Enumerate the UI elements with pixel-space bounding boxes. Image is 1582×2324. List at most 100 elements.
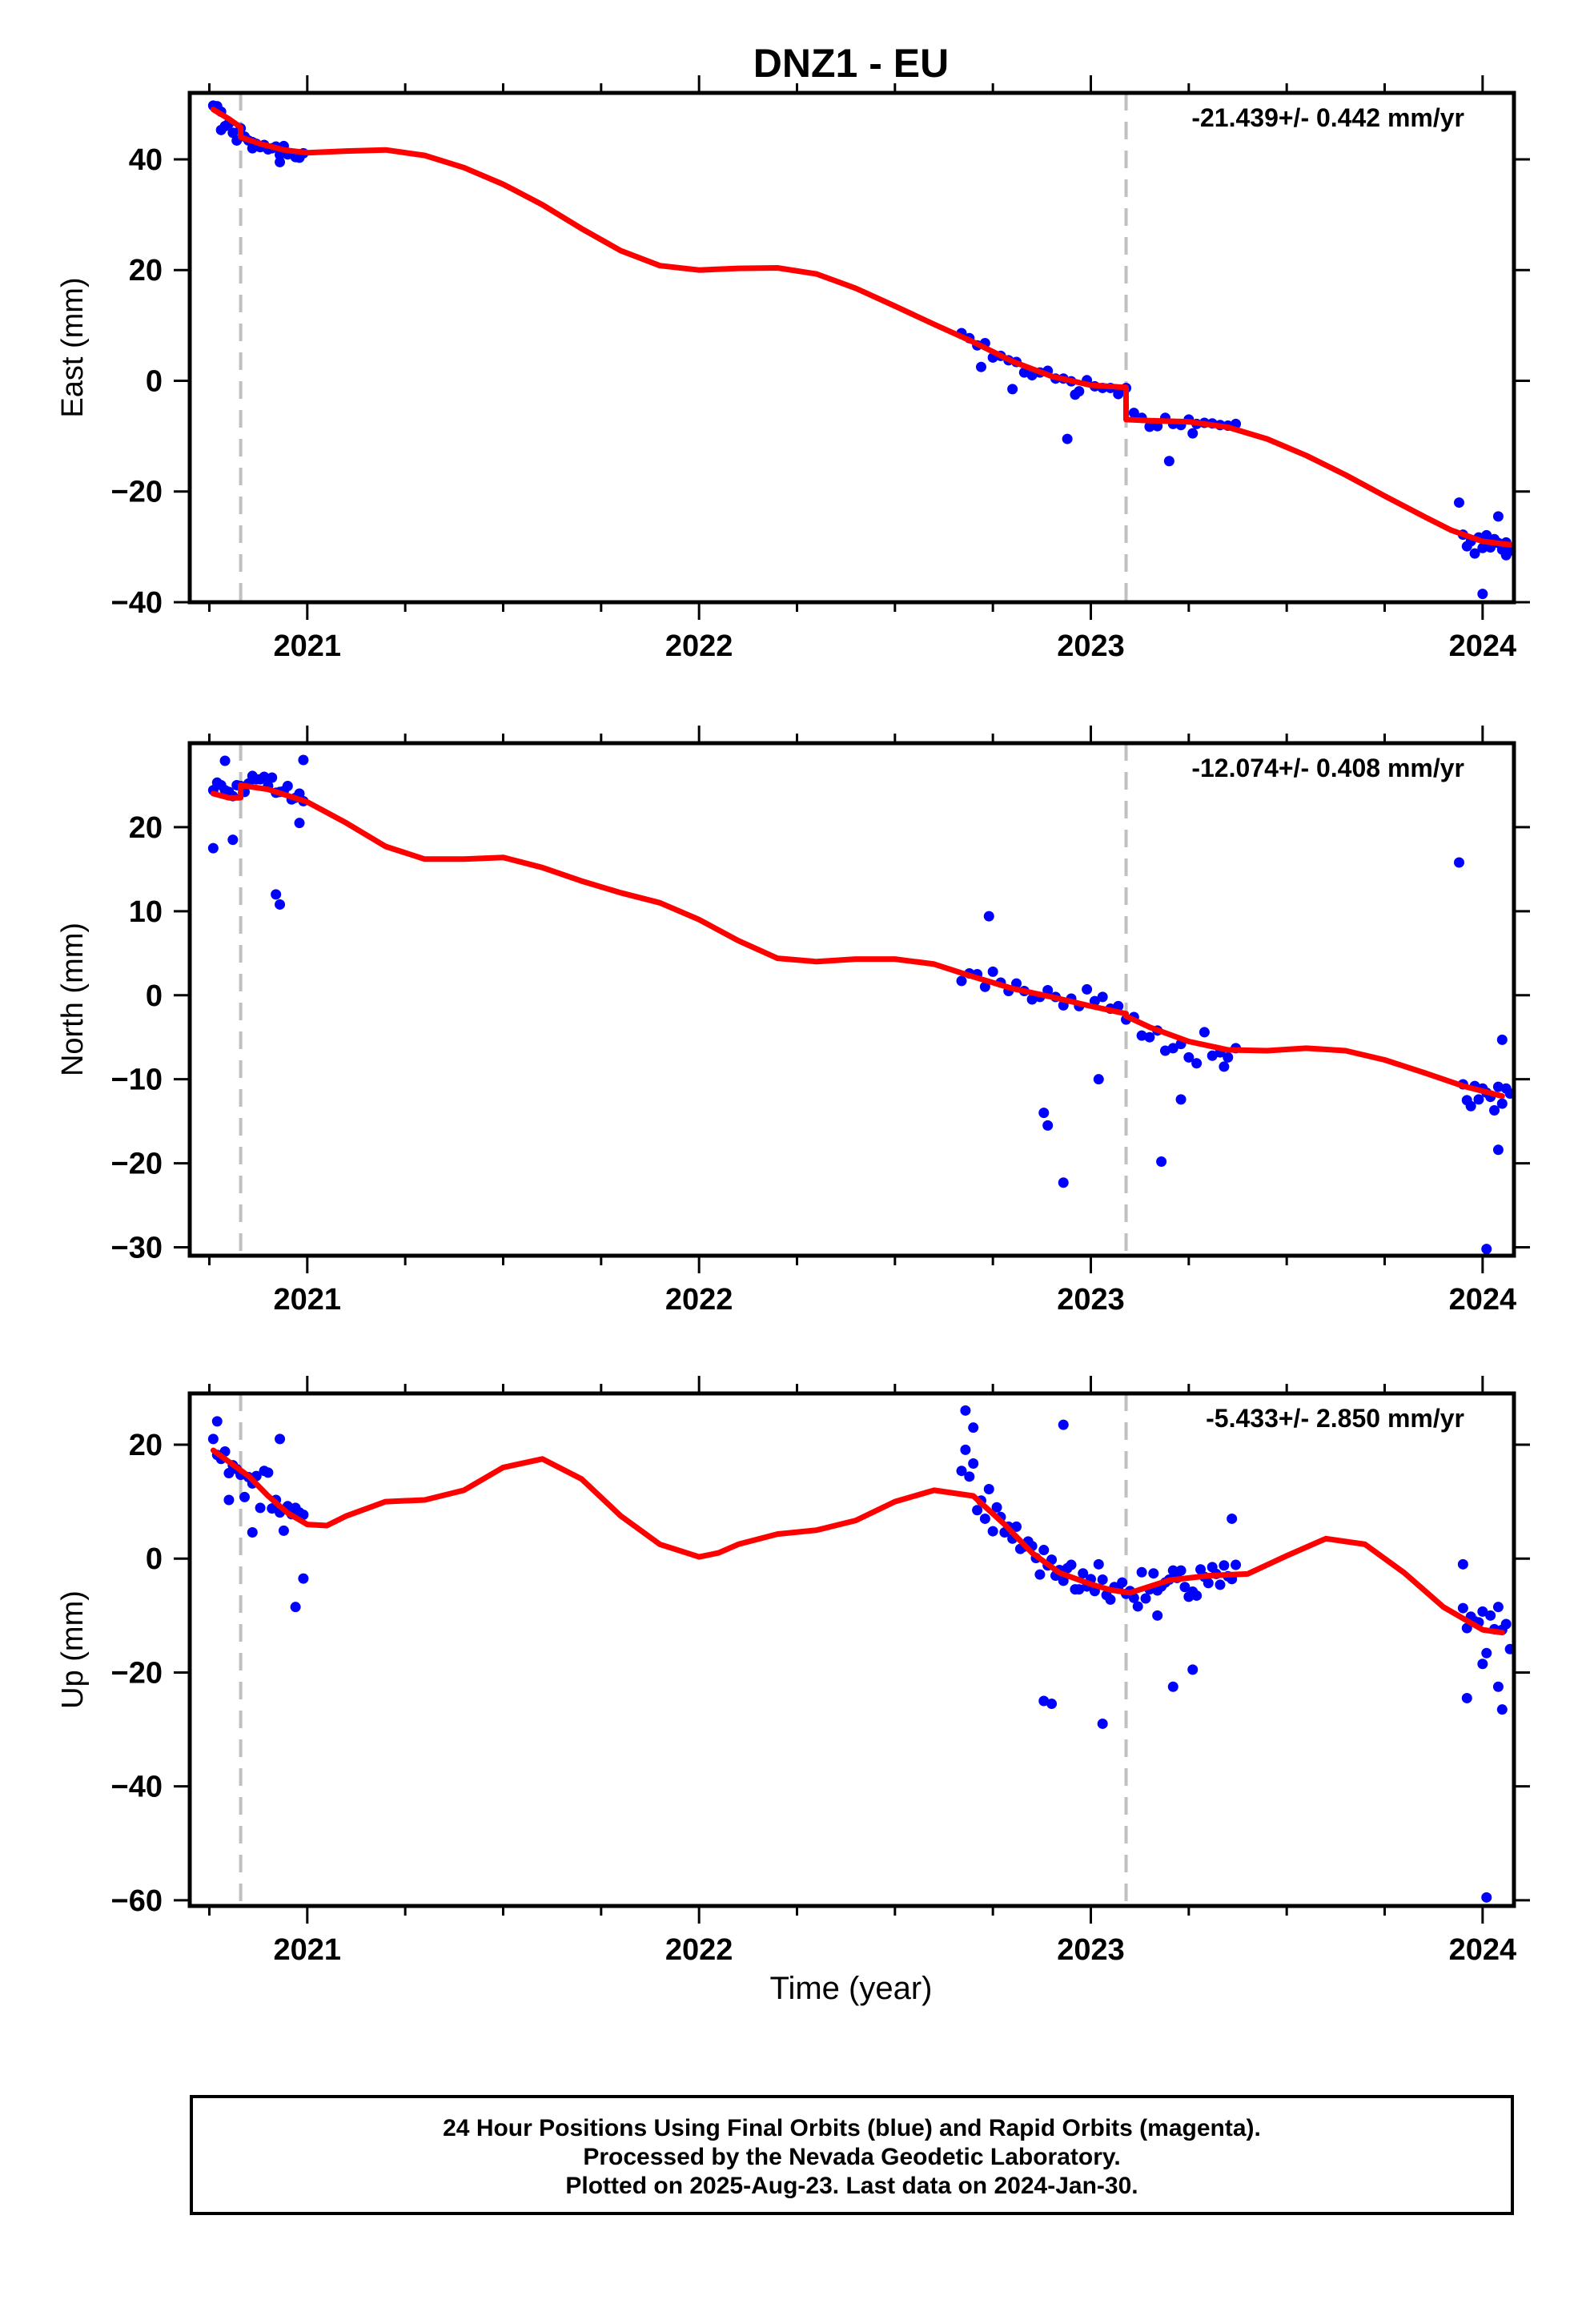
east-data-point [1128,408,1139,419]
up-data-point [1136,1566,1147,1578]
up-data-point [1485,1610,1496,1621]
up-data-point [1496,1704,1508,1715]
up-data-point [1058,1575,1069,1586]
east-data-point [1469,548,1480,559]
east-y-axis-title: East (mm) [56,277,90,417]
up-data-point [255,1502,266,1514]
up-data-point [1167,1681,1178,1692]
north-data-point [1223,1051,1234,1063]
up-data-point [1227,1513,1238,1524]
east-data-point [1062,433,1073,444]
north-data-point [1492,1144,1504,1156]
up-data-point [247,1527,258,1538]
east-y-tick-label: −40 [111,586,163,620]
up-data-point [1011,1521,1022,1532]
north-y-tick-label: −10 [111,1063,163,1097]
north-rate-label: -12.074+/- 0.408 mm/yr [1191,754,1464,782]
east-x-tick-label: 2021 [274,629,342,663]
up-data-point [275,1433,286,1445]
figure-title: DNZ1 - EU [753,41,949,86]
north-data-point [1058,1177,1069,1188]
east-data-point [215,124,227,135]
up-data-point [1187,1664,1199,1675]
north-data-point [1191,1058,1203,1069]
up-data-point [979,1513,990,1524]
up-data-point [223,1494,235,1506]
up-data-point [1477,1659,1488,1670]
east-y-tick-label: 40 [129,143,163,177]
east-data-point [1500,549,1512,561]
panels: 2021 2022 2023 2024 −40 −20 0 20 40 East (mm) -21.… [56,75,1530,1967]
up-data-point [223,1468,235,1479]
up-data-point [1046,1699,1058,1710]
up-data-point [983,1483,994,1494]
north-data-point [267,772,278,783]
up-data-point [1191,1590,1203,1601]
up-data-point [207,1433,219,1445]
footer-line-2: Processed by the Nevada Geodetic Laborat… [583,2144,1121,2170]
up-data-point [960,1444,971,1455]
north-plot-area [207,743,1514,1256]
north-data-point [1038,1108,1050,1119]
north-y-axis-title: North (mm) [56,923,90,1076]
north-data-point [1489,1104,1500,1116]
up-data-point [1492,1681,1504,1692]
up-data-point [1203,1578,1214,1589]
north-model-line [210,782,1505,1100]
north-data-point [1465,1100,1476,1112]
north-y-tick-label: 0 [146,979,163,1013]
east-data-point [1477,589,1488,600]
up-data-point [1231,1559,1242,1570]
east-data-point [1113,388,1124,400]
up-data-point [1117,1577,1128,1588]
up-data-point [1097,1574,1108,1586]
north-data-point [1144,1031,1155,1043]
up-y-axis-title: Up (mm) [56,1590,90,1709]
north-data-point [294,818,305,829]
north-data-point [1207,1050,1218,1061]
east-data-point [247,143,258,154]
up-data-point [298,1509,309,1520]
up-data-point [1461,1622,1472,1634]
east-frame [187,90,1516,605]
up-data-point [1461,1692,1472,1703]
up-data-point [1128,1592,1139,1603]
footer-line-1: 24 Hour Positions Using Final Orbits (bl… [443,2115,1261,2141]
north-data-point [1159,1045,1170,1056]
up-data-point [960,1405,971,1416]
up-data-point [1457,1558,1468,1570]
up-plot-area [207,1393,1514,1906]
north-data-point [227,834,239,846]
north-data-point [1082,983,1093,995]
x-axis-title: Time (year) [770,1971,933,2006]
north-data-point [282,781,293,792]
north-x-tick-label: 2022 [665,1283,733,1317]
north-data-point [1492,1081,1504,1092]
up-y-tick-label: −60 [111,1884,163,1918]
north-data-point [275,899,286,910]
up-data-point [263,1467,274,1478]
up-data-point [1078,1568,1089,1579]
north-data-point [1453,857,1464,868]
up-data-point [1132,1601,1143,1612]
up-data-point [991,1502,1002,1513]
footer-line-3: Plotted on 2025-Aug-23. Last data on 202… [565,2173,1138,2199]
east-panel: 2021 2022 2023 2024 −40 −20 0 20 40 East (mm) -21.… [56,75,1530,663]
up-data-point [1504,1643,1514,1655]
north-data-point [1136,1030,1147,1041]
up-data-point [956,1466,967,1477]
up-data-point [968,1458,979,1469]
east-x-tick-label: 2023 [1057,629,1125,663]
up-data-point [1215,1579,1226,1590]
up-y-tick-label: 0 [146,1542,163,1576]
north-data-point [1183,1051,1195,1063]
east-x-tick-label: 2022 [665,629,733,663]
footer-box: 24 Hour Positions Using Final Orbits (bl… [190,2095,1514,2215]
east-data-point [1481,529,1492,541]
up-data-point [1148,1568,1159,1579]
north-data-point [1093,1074,1104,1085]
up-data-point [290,1602,301,1613]
north-data-point [1496,1034,1508,1045]
up-data-point [1140,1593,1151,1604]
up-data-point [1481,1647,1492,1659]
